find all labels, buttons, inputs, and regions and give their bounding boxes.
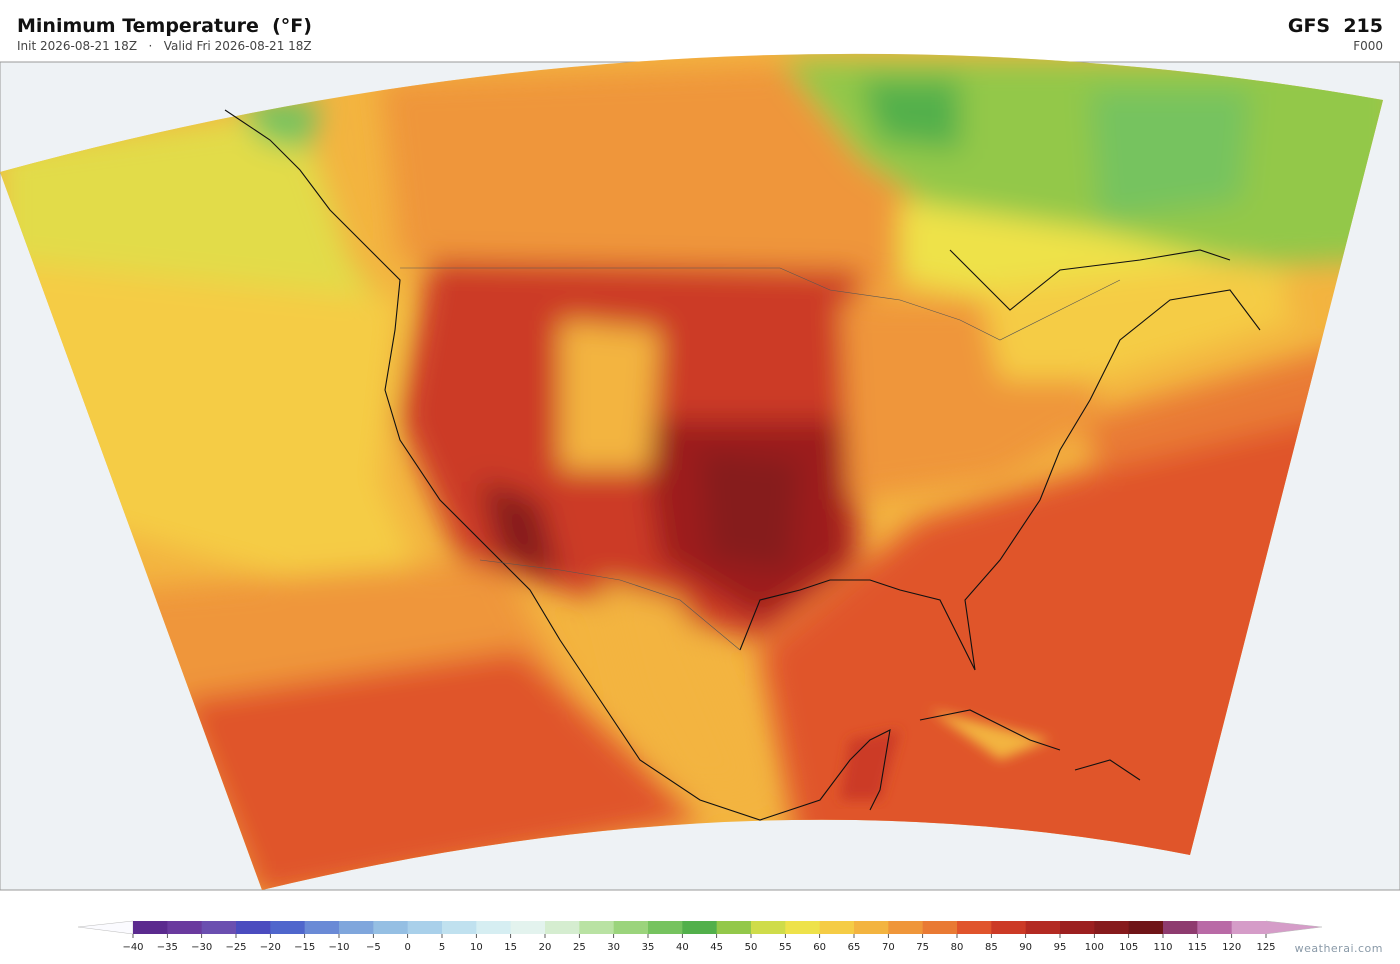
colorbar-tick-label: 40 bbox=[676, 942, 689, 953]
colorbar-extend-low bbox=[77, 920, 134, 935]
colorbar-tick-label: 55 bbox=[779, 942, 792, 953]
colorbar-tick-label: −35 bbox=[157, 942, 178, 953]
colorbar-segment bbox=[133, 921, 168, 934]
colorbar-tick-label: 60 bbox=[813, 942, 826, 953]
title: Minimum Temperature (°F) bbox=[17, 15, 312, 37]
colorbar-segment bbox=[1025, 921, 1061, 934]
colorbar-segment bbox=[579, 921, 615, 934]
colorbar-tick-label: 20 bbox=[539, 942, 552, 953]
colorbar-tick-label: 85 bbox=[985, 942, 998, 953]
colorbar-segment bbox=[1197, 921, 1233, 934]
colorbar-tick-label: 115 bbox=[1188, 942, 1207, 953]
colorbar-segment bbox=[751, 921, 786, 934]
coastlines bbox=[224, 109, 1261, 821]
colorbar-segment bbox=[339, 921, 374, 934]
colorbar-tick-label: −15 bbox=[294, 942, 315, 953]
colorbar-tick-label: 50 bbox=[745, 942, 758, 953]
borders bbox=[400, 267, 1121, 651]
credit: weatherai.com bbox=[1294, 942, 1383, 955]
colorbar-segment bbox=[888, 921, 924, 934]
colorbar-tick-label: 30 bbox=[607, 942, 620, 953]
colorbar-tick-label: 5 bbox=[439, 942, 445, 953]
colorbar-segment bbox=[819, 921, 855, 934]
colorbar-segment bbox=[682, 921, 718, 934]
colorbar-tick-label: 110 bbox=[1153, 942, 1172, 953]
colorbar-tick-label: −30 bbox=[191, 942, 212, 953]
colorbar-segment bbox=[922, 921, 958, 934]
colorbar-tick-label: 10 bbox=[470, 942, 483, 953]
forecast-hour: F000 bbox=[1353, 39, 1383, 53]
colorbar-segment bbox=[167, 921, 203, 934]
colorbar-tick-label: 105 bbox=[1119, 942, 1138, 953]
colorbar-segment bbox=[236, 921, 271, 934]
subtitle: Init 2026-08-21 18Z · Valid Fri 2026-08-… bbox=[17, 39, 312, 53]
colorbar-segment bbox=[716, 921, 752, 934]
colorbar-segment bbox=[785, 921, 821, 934]
colorbar-segment bbox=[270, 921, 306, 934]
colorbar-segment bbox=[476, 921, 512, 934]
colorbar-tick-label: 0 bbox=[404, 942, 410, 953]
colorbar-tick-label: 95 bbox=[1054, 942, 1067, 953]
colorbar-tick-label: −5 bbox=[366, 942, 381, 953]
colorbar-segment bbox=[1060, 921, 1095, 934]
colorbar-tick-label: −40 bbox=[122, 942, 143, 953]
colorbar-segment bbox=[373, 921, 409, 934]
colorbar-tick-label: −10 bbox=[328, 942, 349, 953]
temperature-field bbox=[0, 53, 1383, 891]
colorbar-tick-label: 90 bbox=[1019, 942, 1032, 953]
colorbar-tick-label: 125 bbox=[1256, 942, 1275, 953]
colorbar-tick-label: 100 bbox=[1085, 942, 1104, 953]
colorbar-segment bbox=[957, 921, 992, 934]
colorbar-segment bbox=[442, 921, 477, 934]
colorbar-tick-label: −20 bbox=[260, 942, 281, 953]
colorbar-tick-label: 70 bbox=[882, 942, 895, 953]
model: GFS 215 bbox=[1287, 15, 1383, 37]
colorbar-tick-label: 80 bbox=[951, 942, 964, 953]
colorbar-segment bbox=[991, 921, 1027, 934]
colorbar: −40 −35 −30 −25 −20 −15 −10 −5 0 5 10 15 20 25 30 35 40 4… bbox=[77, 920, 1323, 953]
colorbar-segment bbox=[1094, 921, 1130, 934]
colorbar-tick-label: 65 bbox=[848, 942, 861, 953]
colorbar-segment bbox=[407, 921, 443, 934]
colorbar-tick-label: 35 bbox=[642, 942, 655, 953]
colorbar-segment bbox=[545, 921, 580, 934]
colorbar-segment bbox=[201, 921, 237, 934]
colorbar-segment bbox=[613, 921, 649, 934]
colorbar-tick-label: −25 bbox=[225, 942, 246, 953]
colorbar-segment bbox=[304, 921, 340, 934]
colorbar-tick-label: 25 bbox=[573, 942, 586, 953]
colorbar-tick-label: 15 bbox=[504, 942, 517, 953]
colorbar-segment bbox=[1163, 921, 1198, 934]
colorbar-tick-label: 75 bbox=[916, 942, 929, 953]
colorbar-segment bbox=[510, 921, 546, 934]
colorbar-tick-label: 120 bbox=[1222, 942, 1241, 953]
colorbar-segment bbox=[648, 921, 683, 934]
colorbar-tick-label: 45 bbox=[710, 942, 723, 953]
colorbar-extend-high bbox=[1265, 920, 1323, 935]
colorbar-segment bbox=[1231, 921, 1267, 934]
colorbar-segment bbox=[854, 921, 889, 934]
colorbar-segment bbox=[1128, 921, 1164, 934]
